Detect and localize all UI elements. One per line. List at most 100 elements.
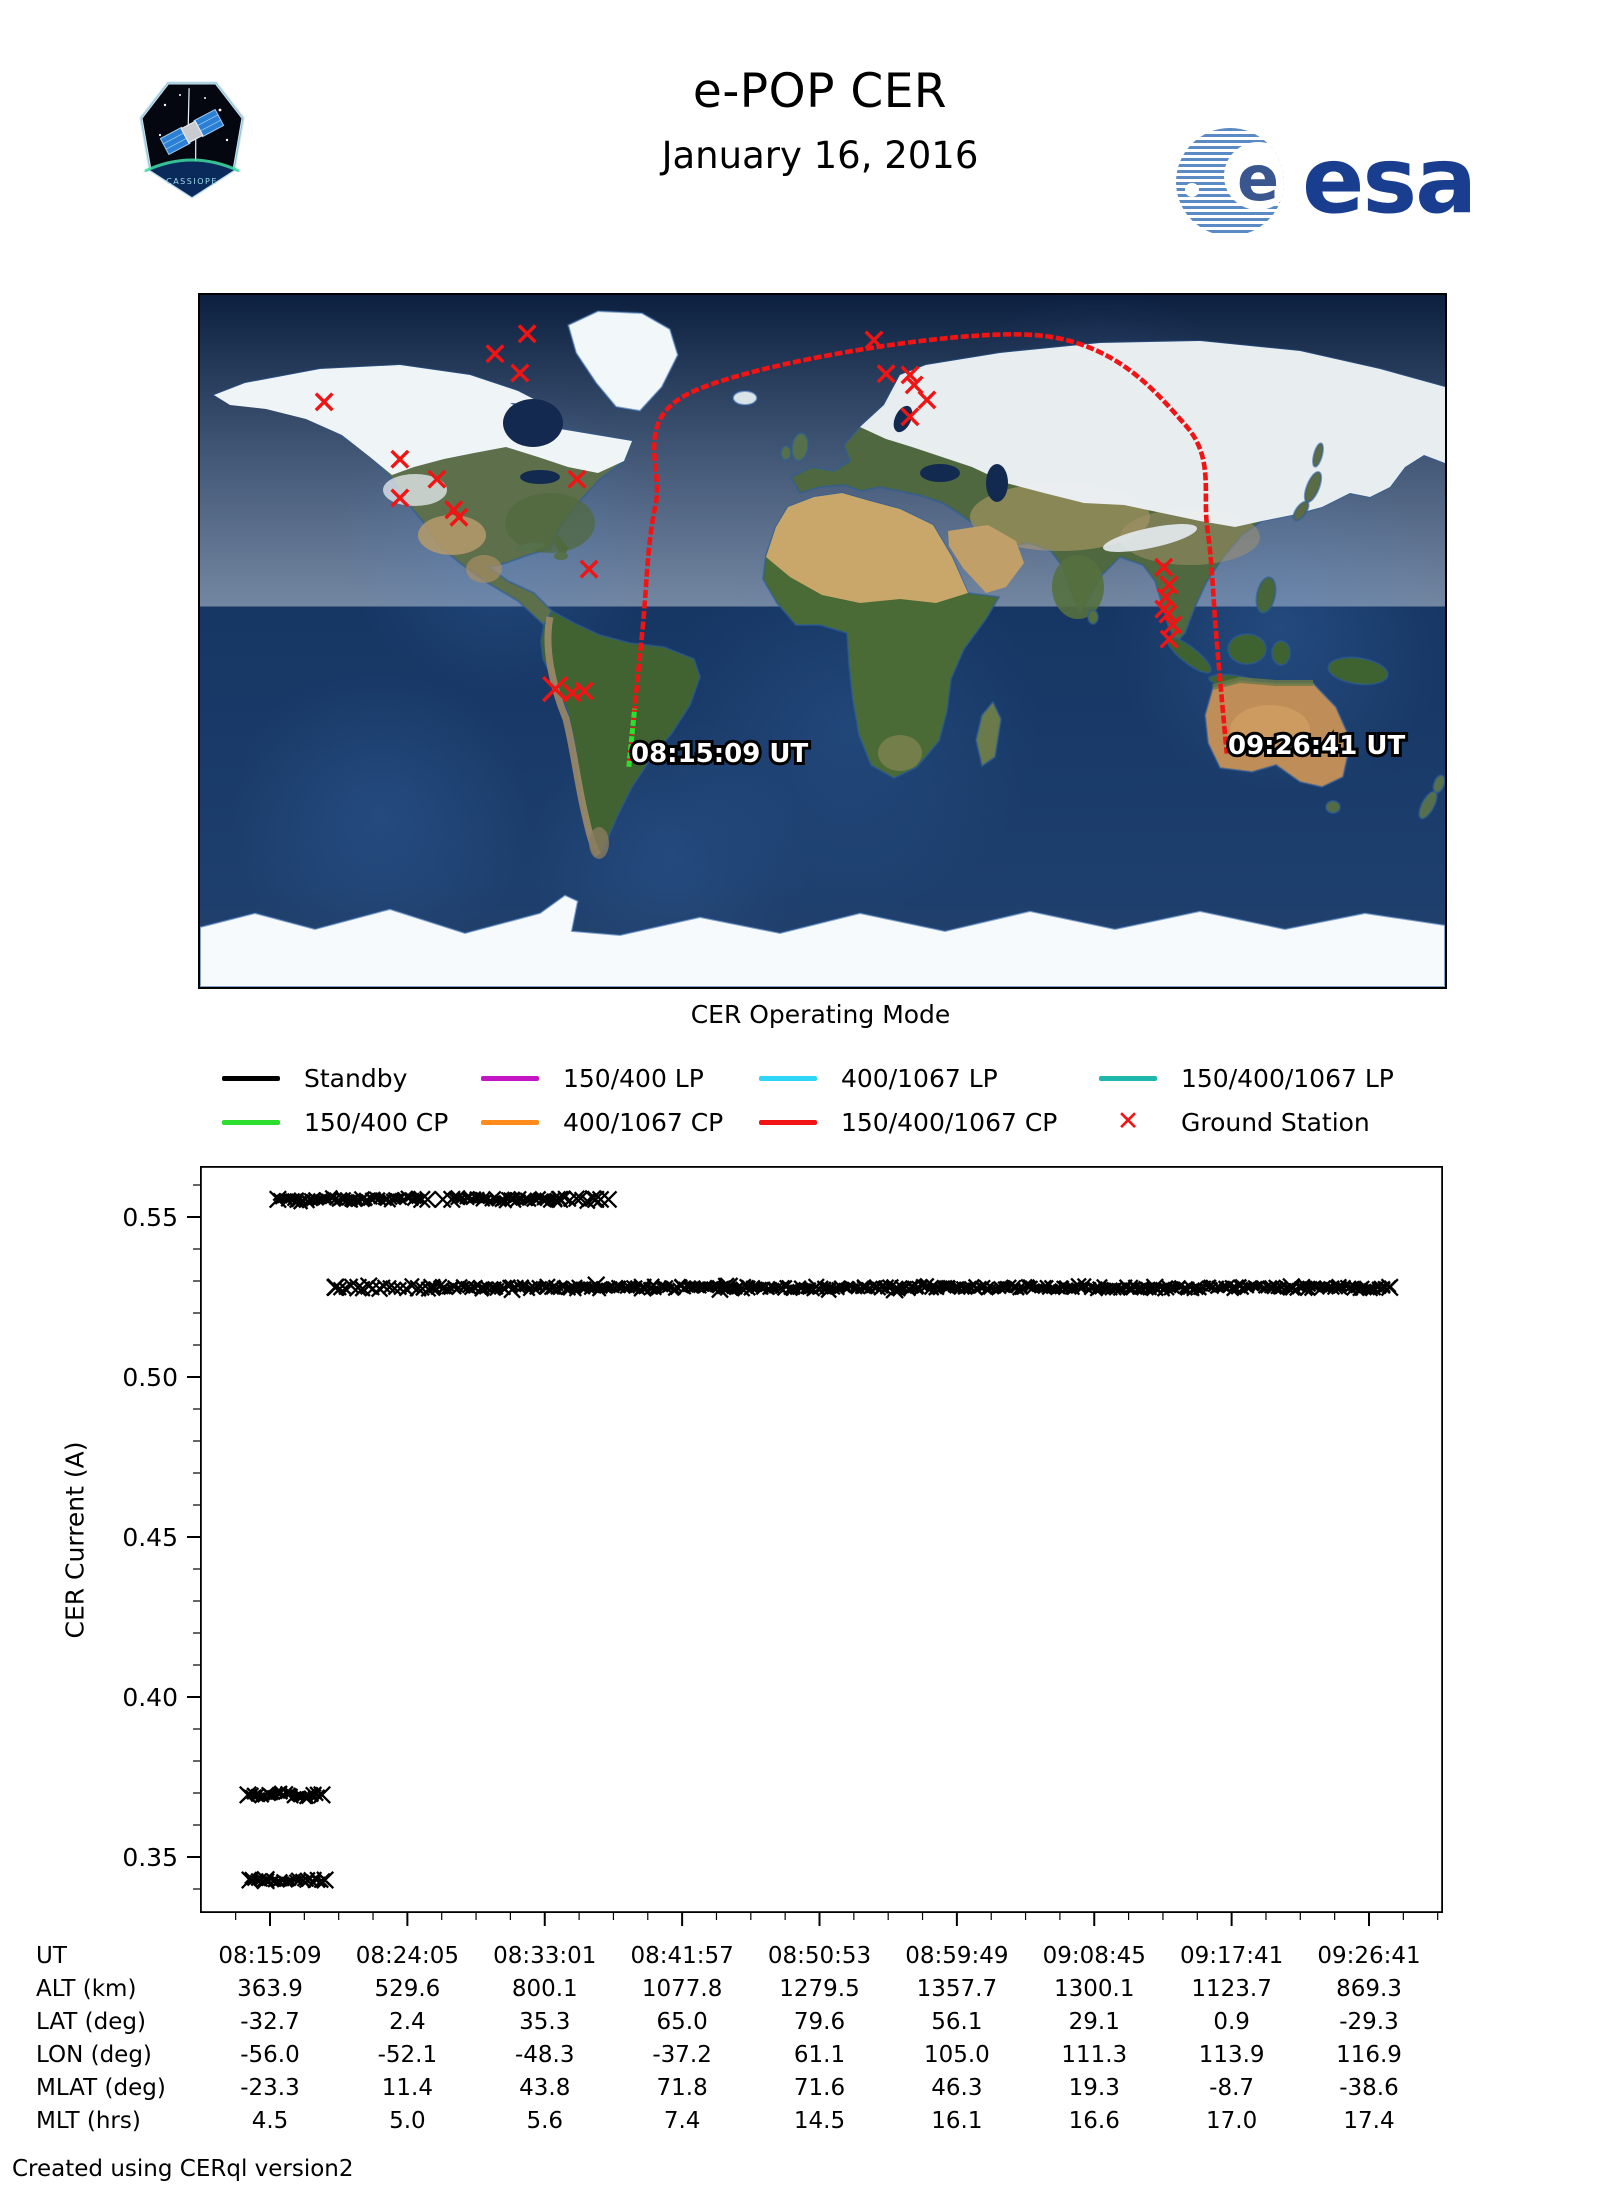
table-row-label: LAT (deg) xyxy=(36,2009,146,2035)
legend-item-400-1067-cp: 400/1067 CP xyxy=(481,1107,723,1137)
table-cell: 17.0 xyxy=(1206,2108,1258,2134)
legend-item-400-1067-lp: 400/1067 LP xyxy=(759,1063,998,1093)
table-cell: 56.1 xyxy=(931,2009,983,2035)
table-cell: 61.1 xyxy=(793,2042,846,2068)
x-tick-time-label: 09:17:41 xyxy=(1179,1943,1284,1969)
x-tick-time-label: 09:26:41 xyxy=(1317,1943,1421,1969)
x-tick-time-label: 09:08:45 xyxy=(1042,1943,1146,1969)
table-cell: 105.0 xyxy=(923,2042,990,2068)
table-cell: 1077.8 xyxy=(641,1976,723,2002)
plot-frame xyxy=(199,1165,1443,1914)
cp-150-400-line-swatch xyxy=(222,1119,280,1125)
table-cell: 363.9 xyxy=(237,1976,303,2002)
track-start-time-label: 08:15:09 UT xyxy=(631,739,809,769)
axis-ticks xyxy=(187,1184,1439,1926)
x-tick-time-label: 08:41:57 xyxy=(630,1943,734,1969)
ground-station-x-icon: ✕ xyxy=(1116,1106,1140,1137)
standby-line-swatch xyxy=(222,1075,280,1081)
table-cell: 14.5 xyxy=(793,2108,846,2134)
table-cell: -52.1 xyxy=(377,2042,438,2068)
cp-400-1067-line-swatch xyxy=(481,1119,539,1125)
y-tick-label: 0.45 xyxy=(122,1523,178,1552)
cassiope-mission-logo: CASSIOPE xyxy=(139,81,245,199)
cp-150-400-1067-line-swatch xyxy=(759,1119,817,1125)
legend-title: CER Operating Mode xyxy=(690,1000,951,1029)
table-cell: -56.0 xyxy=(240,2042,300,2068)
table-cell: 4.5 xyxy=(251,2108,289,2134)
table-cell: 113.9 xyxy=(1198,2042,1265,2068)
table-cell: 1279.5 xyxy=(779,1976,860,2002)
page-title: e-POP CER xyxy=(692,64,948,119)
table-cell: 1357.7 xyxy=(916,1976,998,2002)
table-cell: -32.7 xyxy=(240,2009,300,2035)
world-map-panel: 08:15:09 UT 09:26:41 UT xyxy=(198,285,1450,995)
x-tick-time-label: 08:24:05 xyxy=(355,1943,460,1969)
table-cell: 17.4 xyxy=(1343,2108,1395,2134)
table-cell: 7.4 xyxy=(663,2108,701,2134)
table-cell: 529.6 xyxy=(374,1976,441,2002)
lp-400-1067-line-swatch xyxy=(759,1075,817,1081)
x-tick-time-label: 08:33:01 xyxy=(493,1943,597,1969)
continents xyxy=(199,309,1446,988)
table-cell: 29.1 xyxy=(1068,2009,1120,2035)
y-tick-label: 0.40 xyxy=(122,1683,178,1712)
page-date: January 16, 2016 xyxy=(661,134,979,177)
table-cell: 11.4 xyxy=(381,2075,433,2101)
table-cell: 43.8 xyxy=(519,2075,571,2101)
track-end-time-label: 09:26:41 UT xyxy=(1228,731,1406,761)
table-cell: -48.3 xyxy=(514,2042,575,2068)
esa-logo: e esa xyxy=(1176,127,1472,236)
table-cell: 116.9 xyxy=(1336,2042,1402,2068)
track-and-stations-layer xyxy=(314,324,1230,767)
ground-station-markers xyxy=(314,324,1183,703)
y-tick-label: 0.50 xyxy=(122,1363,178,1392)
legend-item-ground-station: ✕ Ground Station xyxy=(1099,1107,1370,1137)
ground-track-red xyxy=(626,332,1230,767)
table-cell: 71.8 xyxy=(656,2075,708,2101)
esa-globe-icon: e xyxy=(1176,128,1284,236)
table-row-label: MLT (hrs) xyxy=(36,2108,141,2134)
x-tick-time-label: 08:50:53 xyxy=(767,1943,872,1969)
table-cell: 1123.7 xyxy=(1191,1976,1272,2002)
table-cell: 71.6 xyxy=(793,2075,846,2101)
stars xyxy=(158,94,229,142)
credit-note: Created using CERql version2 xyxy=(12,2156,354,2182)
y-tick-label: 0.55 xyxy=(122,1203,178,1232)
table-cell: 5.0 xyxy=(389,2108,426,2134)
table-cell: 111.3 xyxy=(1061,2042,1128,2068)
table-cell: 0.9 xyxy=(1213,2009,1250,2035)
lp-150-400-1067-line-swatch xyxy=(1099,1075,1157,1081)
lp-150-400-line-swatch xyxy=(481,1075,539,1081)
table-cell: 79.6 xyxy=(793,2009,846,2035)
cer-current-markers xyxy=(238,1189,1399,1890)
x-tick-time-label: 08:15:09 xyxy=(218,1943,322,1969)
table-cell: -37.2 xyxy=(652,2042,712,2068)
x-tick-time-label: 08:59:49 xyxy=(905,1943,1009,1969)
table-cell: -23.3 xyxy=(240,2075,300,2101)
cassiope-label: CASSIOPE xyxy=(166,177,218,186)
table-cell: 19.3 xyxy=(1068,2075,1120,2101)
table-cell: 800.1 xyxy=(511,1976,578,2002)
table-cell: 2.4 xyxy=(389,2009,426,2035)
table-cell: -8.7 xyxy=(1209,2075,1255,2101)
table-cell: 16.1 xyxy=(931,2108,983,2134)
legend-item-standby: Standby xyxy=(222,1063,407,1093)
table-cell: 5.6 xyxy=(526,2108,564,2134)
cer-current-plot: 0.55 0.50 0.45 0.40 0.35 xyxy=(122,1165,1443,1926)
table-row-label: UT xyxy=(36,1943,67,1969)
table-cell: -29.3 xyxy=(1339,2009,1399,2035)
table-row-label: LON (deg) xyxy=(36,2042,152,2068)
table-cell: 1300.1 xyxy=(1054,1976,1135,2002)
y-tick-label: 0.35 xyxy=(122,1843,178,1872)
legend-item-150-400-1067-lp: 150/400/1067 LP xyxy=(1099,1063,1394,1093)
table-row-label: ALT (km) xyxy=(36,1976,137,2002)
legend-item-150-400-cp: 150/400 CP xyxy=(222,1107,448,1137)
table-row-label: MLAT (deg) xyxy=(36,2075,166,2101)
table-cell: 35.3 xyxy=(519,2009,571,2035)
table-cell: 65.0 xyxy=(656,2009,708,2035)
legend-item-150-400-lp: 150/400 LP xyxy=(481,1063,704,1093)
table-cell: 46.3 xyxy=(931,2075,983,2101)
table-cell: 16.6 xyxy=(1068,2108,1120,2134)
table-cell: 869.3 xyxy=(1336,1976,1402,2002)
